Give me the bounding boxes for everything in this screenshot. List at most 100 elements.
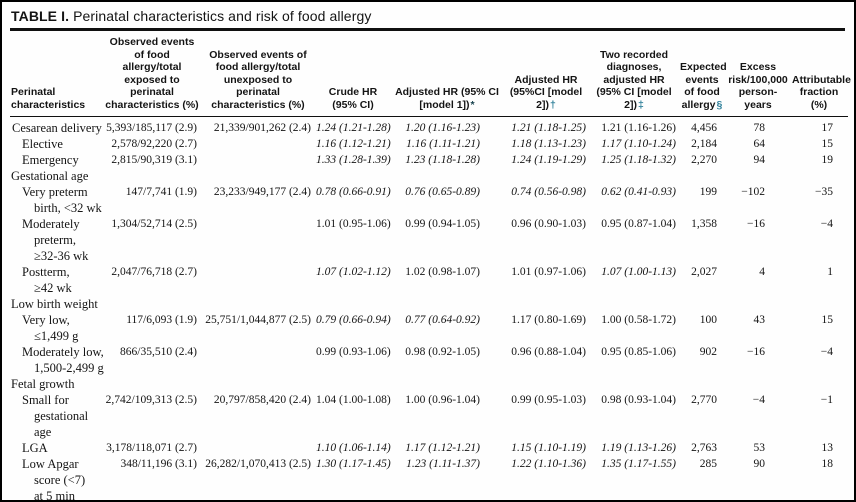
attributable-fraction-cell: −35	[815, 186, 833, 198]
attributable-fraction-cell: 1	[827, 266, 833, 278]
row-label-line: Small for	[22, 393, 69, 407]
adjusted-hr-model2-cell: 0.96 (0.88-1.04)	[511, 346, 586, 358]
adjusted-hr-model2-cell: 1.18 (1.13-1.23)	[511, 138, 586, 150]
adjusted-hr-model1-cell: 1.16 (1.11-1.21)	[406, 138, 480, 150]
col-header-label: Observed events of food allergy/total un…	[209, 48, 307, 111]
expected-events-cell: 2,027	[691, 266, 717, 278]
excess-risk-cell: 94	[753, 154, 766, 166]
footnote-symbol: *	[470, 98, 475, 111]
perinatal-characteristics-table: Perinatal characteristics Observed events…	[10, 31, 851, 502]
expected-events-cell: 2,770	[691, 394, 717, 406]
table-row: Small for gestational age 2,742/109,313 (2.…	[10, 392, 848, 440]
row-label: Moderately low, 1,500-2,499 g	[10, 344, 104, 376]
two-recorded-adjusted-hr-cell: 0.95 (0.87-1.04)	[601, 218, 676, 230]
row-label-line: Moderately low,	[22, 345, 104, 359]
row-label-line: at 5 min	[34, 489, 75, 502]
two-recorded-adjusted-hr-cell: 1.19 (1.13-1.26)	[601, 442, 676, 454]
observed-unexposed-cell	[202, 136, 314, 152]
adjusted-hr-model1-cell: 1.20 (1.16-1.23)	[405, 122, 480, 134]
table-title: TABLE I. Perinatal characteristics and r…	[10, 4, 845, 31]
excess-risk-cell: −4	[752, 394, 765, 406]
excess-risk-cell: −16	[747, 346, 765, 358]
row-label-line: gestational	[34, 409, 89, 423]
excess-risk-cell: −16	[747, 218, 765, 230]
row-label-line: ≥32-36 wk	[34, 249, 89, 263]
footnote-symbol: ‡	[638, 98, 644, 111]
table-row: Postterm, ≥42 wk 2,047/76,718 (2.7) 1.07 (1…	[10, 264, 848, 296]
expected-events-cell: 2,763	[691, 442, 717, 454]
col-header-label: Perinatal characteristics	[11, 86, 86, 111]
observed-unexposed-cell	[202, 344, 314, 376]
two-recorded-adjusted-hr-cell: 1.35 (1.17-1.55)	[601, 458, 676, 470]
observed-unexposed-cell	[202, 152, 314, 168]
two-recorded-adjusted-hr-cell: 1.21 (1.16-1.26)	[601, 122, 676, 134]
table-row: Emergency 2,815/90,319 (3.1) 1.33 (1.28-1.…	[10, 152, 848, 168]
row-label-line: ≥42 wk	[34, 281, 72, 295]
crude-hr-cell: 1.33 (1.28-1.39)	[316, 154, 391, 166]
expected-events-cell: 100	[699, 314, 717, 326]
observed-unexposed-cell: 23,233/949,177 (2.4)	[213, 186, 311, 198]
observed-unexposed-cell: 25,751/1,044,877 (2.5)	[205, 314, 311, 326]
row-label-line: birth, <32 wk	[34, 201, 102, 215]
adjusted-hr-model2-cell: 1.17 (0.80-1.69)	[511, 314, 586, 326]
table-row: Very low, ≤1,499 g 117/6,093 (1.9) 25,751/1…	[10, 312, 848, 344]
observed-unexposed-cell: 20,797/858,420 (2.4)	[213, 394, 311, 406]
adjusted-hr-model2-cell: 1.15 (1.10-1.19)	[511, 442, 586, 454]
col-header-label: Attributable fraction (%)	[792, 73, 851, 111]
excess-risk-cell: 4	[759, 266, 765, 278]
expected-events-cell: 199	[699, 186, 717, 198]
observed-unexposed-cell	[202, 440, 314, 456]
observed-exposed-cell: 1,304/52,714 (2.5)	[111, 218, 197, 230]
crude-hr-cell: 1.10 (1.06-1.14)	[316, 442, 391, 454]
expected-events-cell: 902	[699, 346, 717, 358]
attributable-fraction-cell: 15	[821, 138, 834, 150]
crude-hr-cell: 0.79 (0.66-0.94)	[316, 314, 391, 326]
observed-unexposed-cell: 21,339/901,262 (2.4)	[213, 122, 311, 134]
attributable-fraction-cell: 18	[821, 458, 834, 470]
col-header-two-recorded-adjusted-hr: Two recorded diagnoses, adjusted HR (95%…	[590, 31, 678, 117]
row-label-line: Postterm,	[22, 265, 70, 279]
col-header-perinatal-characteristics: Perinatal characteristics	[10, 31, 102, 117]
row-label: Very low, ≤1,499 g	[10, 312, 102, 344]
table-row: Moderately low, 1,500-2,499 g 866/35,510 (…	[10, 344, 848, 376]
row-label-line: age	[34, 425, 52, 439]
excess-risk-cell: 90	[753, 458, 766, 470]
footnote-symbol: †	[550, 98, 556, 111]
two-recorded-adjusted-hr-cell: 1.00 (0.58-1.72)	[601, 314, 676, 326]
observed-unexposed-cell	[202, 264, 314, 296]
table-header: Perinatal characteristics Observed events…	[10, 31, 851, 117]
attributable-fraction-cell: 17	[821, 122, 834, 134]
observed-exposed-cell: 2,047/76,718 (2.7)	[111, 266, 197, 278]
adjusted-hr-model1-cell: 0.98 (0.92-1.05)	[405, 346, 480, 358]
section-row: Gestational age	[10, 168, 848, 184]
observed-unexposed-cell	[202, 216, 314, 264]
section-label: Fetal growth	[11, 377, 75, 391]
row-label-line: ≤1,499 g	[34, 329, 79, 343]
col-header-label: Observed events of food allergy/total ex…	[105, 36, 199, 111]
observed-unexposed-cell: 26,282/1,070,413 (2.5)	[205, 458, 311, 470]
observed-exposed-cell: 2,815/90,319 (3.1)	[111, 154, 197, 166]
excess-risk-cell: 53	[753, 442, 766, 454]
adjusted-hr-model1-cell: 0.99 (0.94-1.05)	[405, 218, 480, 230]
col-header-expected-events: Expected events of food allergy§	[678, 31, 727, 117]
expected-events-cell: 2,184	[691, 138, 717, 150]
two-recorded-adjusted-hr-cell: 1.07 (1.00-1.13)	[601, 266, 676, 278]
row-label: Low Apgar score (<7) at 5 min	[10, 456, 102, 502]
expected-events-cell: 2,270	[691, 154, 717, 166]
col-header-label: Expected events of food allergy	[680, 61, 727, 111]
crude-hr-cell: 0.99 (0.93-1.06)	[316, 346, 391, 358]
section-label: Low birth weight	[11, 297, 98, 311]
excess-risk-cell: 78	[753, 122, 766, 134]
expected-events-cell: 285	[699, 458, 717, 470]
observed-exposed-cell: 2,742/109,313 (2.5)	[105, 394, 197, 406]
col-header-adjusted-hr-model1: Adjusted HR (95% CI [model 1])*	[392, 31, 502, 117]
two-recorded-adjusted-hr-cell: 1.25 (1.18-1.32)	[601, 154, 676, 166]
adjusted-hr-model1-cell: 1.23 (1.18-1.28)	[405, 154, 480, 166]
expected-events-cell: 4,456	[691, 122, 717, 134]
observed-exposed-cell: 2,578/92,220 (2.7)	[111, 138, 197, 150]
adjusted-hr-model1-cell: 1.00 (0.96-1.04)	[405, 394, 480, 406]
adjusted-hr-model2-cell: 1.21 (1.18-1.25)	[511, 122, 586, 134]
adjusted-hr-model2-cell: 0.96 (0.90-1.03)	[511, 218, 586, 230]
crude-hr-cell: 0.78 (0.66-0.91)	[316, 186, 391, 198]
crude-hr-cell: 1.01 (0.95-1.06)	[316, 218, 391, 230]
